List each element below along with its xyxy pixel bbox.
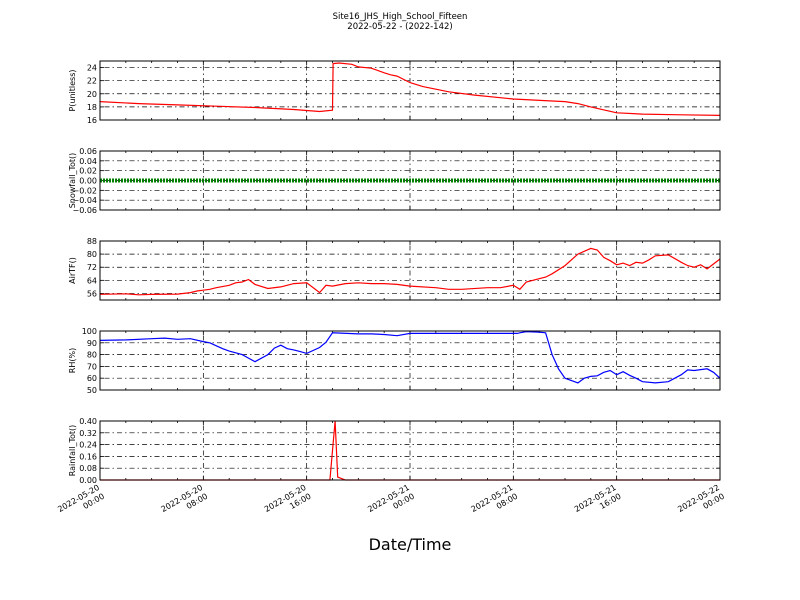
x-axis-label: Date/Time xyxy=(369,535,452,554)
y-axis-label: AirTF() xyxy=(68,257,77,284)
y-axis-label: Snowfall_Tot() xyxy=(68,153,77,209)
series-line xyxy=(99,247,721,296)
panel-1: 16 18 20 22 24 P(unitless) xyxy=(68,60,721,125)
y-tick-label: 20 xyxy=(87,90,97,99)
series-line xyxy=(99,62,721,116)
plot-frame xyxy=(99,240,721,301)
y-tick-label: −0.06 xyxy=(72,206,97,215)
panel-4: 50 60 70 80 90 100 RH(%) xyxy=(68,327,721,395)
x-tick-label: 2022-05-2200:00 xyxy=(676,483,726,523)
y-tick-label: −0.02 xyxy=(72,186,97,195)
y-axis-label: Rainfall_Tot() xyxy=(68,425,77,477)
y-tick-label: 88 xyxy=(87,237,97,246)
y-tick-label: 80 xyxy=(87,250,97,259)
plot-frame xyxy=(99,150,721,211)
y-tick-label: −0.04 xyxy=(72,196,97,205)
y-tick-label: 0.16 xyxy=(79,452,97,461)
y-tick-label: 0.24 xyxy=(79,441,97,450)
y-tick-label: 60 xyxy=(87,374,97,383)
panel-2: −0.06−0.04−0.020.000.020.040.06Snowfall_… xyxy=(68,147,721,215)
y-tick-label: 0.06 xyxy=(79,147,97,156)
panels: 1618202224P(unitless)−0.06−0.04−0.020.00… xyxy=(68,60,721,485)
series-line xyxy=(99,330,721,384)
x-tick-label: 2022-05-2000:00 xyxy=(56,483,106,523)
y-tick-label: 0.40 xyxy=(79,417,97,426)
y-tick-label: 0.08 xyxy=(79,464,97,473)
plot-frame xyxy=(99,330,721,391)
y-tick-label: 100 xyxy=(82,327,97,336)
y-tick-label: 70 xyxy=(87,362,97,371)
x-tick-label: 2022-05-2100:00 xyxy=(366,483,416,523)
y-tick-label: 72 xyxy=(87,263,97,272)
y-tick-label: 0.02 xyxy=(79,167,97,176)
plot-frame xyxy=(99,60,721,121)
y-tick-label: 50 xyxy=(87,386,97,395)
y-axis-label: RH(%) xyxy=(68,348,77,373)
x-tick-label: 2022-05-2116:00 xyxy=(573,483,623,523)
y-tick-label: 56 xyxy=(87,289,97,298)
y-tick-label: 80 xyxy=(87,351,97,360)
y-tick-label: 22 xyxy=(87,77,97,86)
panel-3: 56 64 72 80 88 AirTF() xyxy=(68,237,721,301)
figure-title-line2: 2022-05-22 - (2022-142) xyxy=(347,22,452,32)
x-tick-label: 2022-05-2108:00 xyxy=(470,483,520,523)
y-axis-label: P(unitless) xyxy=(68,69,77,111)
y-tick-label: 24 xyxy=(87,64,97,73)
x-tick-labels: 2022-05-2000:00 2022-05-2008:00 2022-05-20… xyxy=(56,483,726,523)
x-tick-label: 2022-05-2016:00 xyxy=(263,483,313,523)
y-tick-label: 0.32 xyxy=(79,429,97,438)
x-tick-label: 2022-05-2008:00 xyxy=(160,483,210,523)
figure-title-line1: Site16_JHS_High_School_Fifteen xyxy=(333,12,468,22)
y-tick-label: 16 xyxy=(87,116,97,125)
y-tick-label: 18 xyxy=(87,103,97,112)
y-tick-label: 0.00 xyxy=(79,177,97,186)
y-tick-label: 90 xyxy=(87,339,97,348)
y-tick-label: 64 xyxy=(87,276,97,285)
y-tick-label: 0.00 xyxy=(79,476,97,485)
y-tick-label: 0.04 xyxy=(79,157,97,166)
plot-frame xyxy=(99,420,721,481)
